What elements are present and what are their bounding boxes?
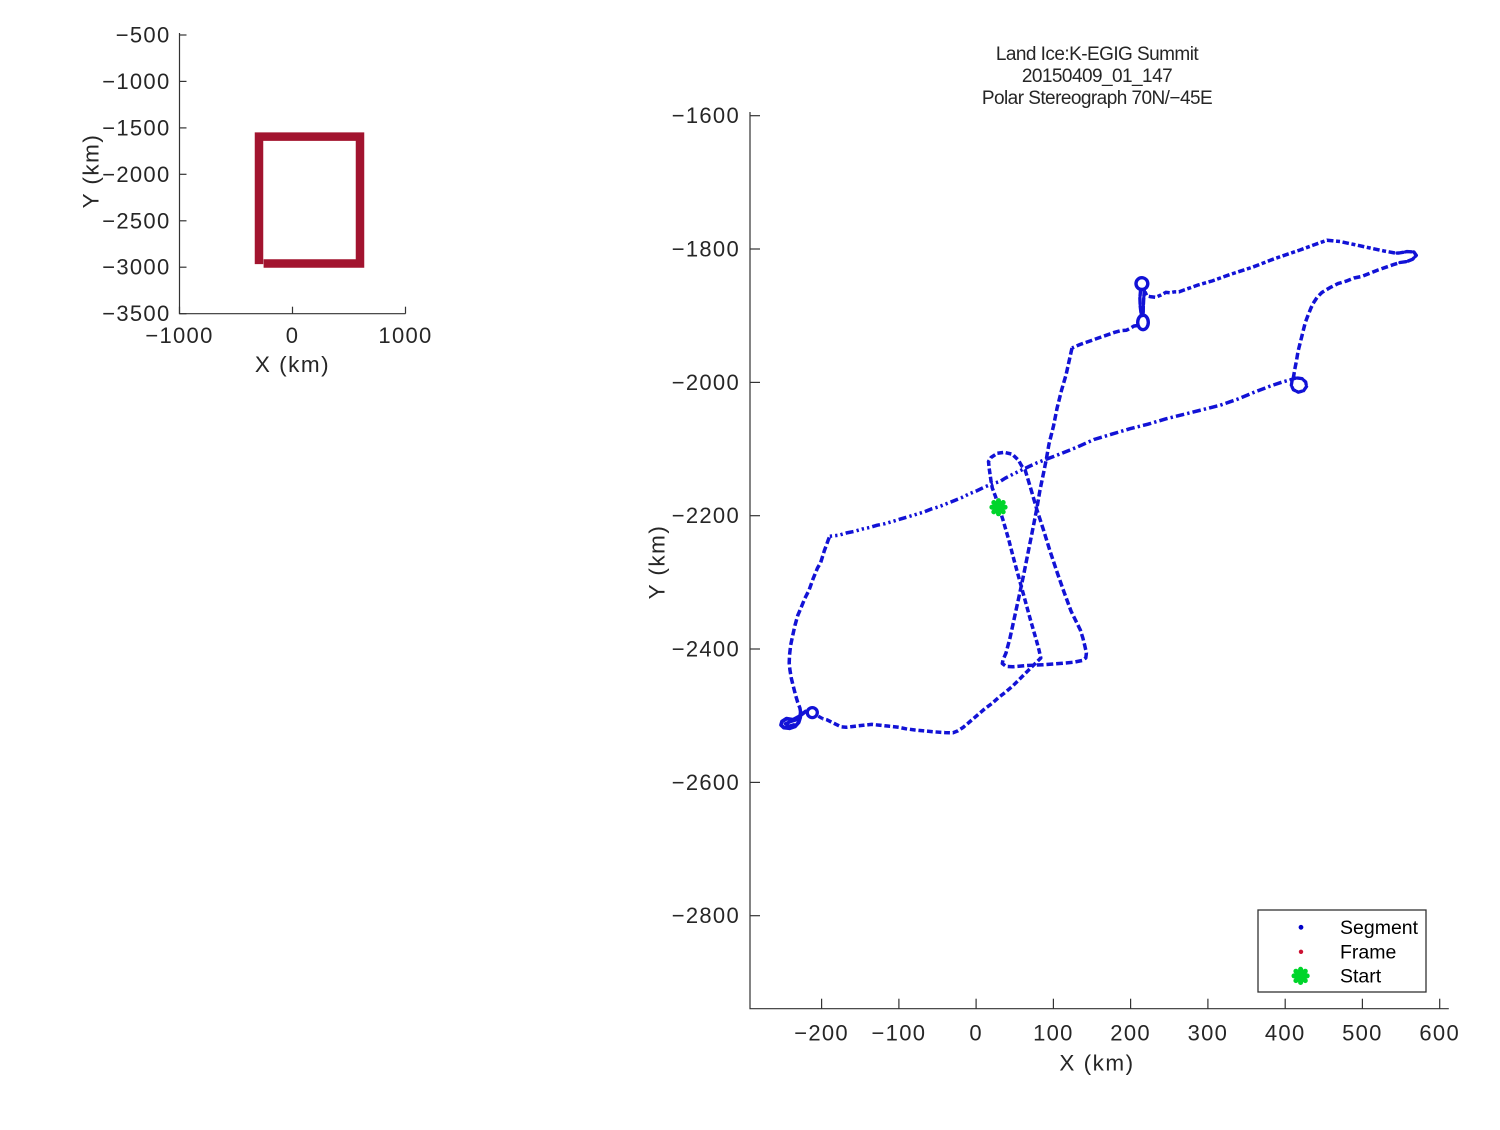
svg-text:−1000: −1000	[102, 69, 170, 94]
svg-text:Polar Stereograph 70N/−45E: Polar Stereograph 70N/−45E	[982, 88, 1212, 109]
svg-text:−100: −100	[872, 1021, 927, 1046]
svg-text:Y (km): Y (km)	[79, 134, 104, 209]
svg-text:−2400: −2400	[672, 637, 740, 662]
svg-text:0: 0	[286, 323, 300, 348]
svg-text:Start: Start	[1340, 965, 1382, 987]
svg-text:Y (km): Y (km)	[645, 525, 670, 600]
svg-text:−3000: −3000	[102, 255, 170, 280]
svg-text:200: 200	[1110, 1021, 1151, 1046]
svg-text:Segment: Segment	[1340, 917, 1419, 939]
svg-text:−2800: −2800	[672, 903, 740, 928]
svg-text:−1000: −1000	[145, 323, 213, 348]
svg-text:0: 0	[969, 1021, 983, 1046]
svg-text:400: 400	[1265, 1021, 1306, 1046]
svg-text:−1800: −1800	[672, 237, 740, 262]
svg-text:Frame: Frame	[1340, 941, 1396, 963]
svg-text:−3500: −3500	[102, 301, 170, 326]
svg-text:20150409_01_147: 20150409_01_147	[1022, 66, 1172, 87]
svg-text:−500: −500	[116, 23, 171, 48]
svg-text:−2000: −2000	[102, 162, 170, 187]
svg-text:−2500: −2500	[102, 208, 170, 233]
svg-text:600: 600	[1419, 1021, 1460, 1046]
svg-text:−200: −200	[794, 1021, 849, 1046]
svg-text:X (km): X (km)	[255, 352, 330, 377]
svg-text:100: 100	[1033, 1021, 1074, 1046]
svg-text:−2000: −2000	[672, 370, 740, 395]
svg-text:−1500: −1500	[102, 115, 170, 140]
svg-text:500: 500	[1342, 1021, 1383, 1046]
svg-text:1000: 1000	[378, 323, 432, 348]
svg-text:X (km): X (km)	[1059, 1051, 1134, 1076]
svg-text:−1600: −1600	[672, 103, 740, 128]
svg-text:−2600: −2600	[672, 770, 740, 795]
svg-text:Land Ice:K-EGIG Summit: Land Ice:K-EGIG Summit	[996, 44, 1200, 65]
svg-text:−2200: −2200	[672, 503, 740, 528]
svg-text:300: 300	[1188, 1021, 1229, 1046]
